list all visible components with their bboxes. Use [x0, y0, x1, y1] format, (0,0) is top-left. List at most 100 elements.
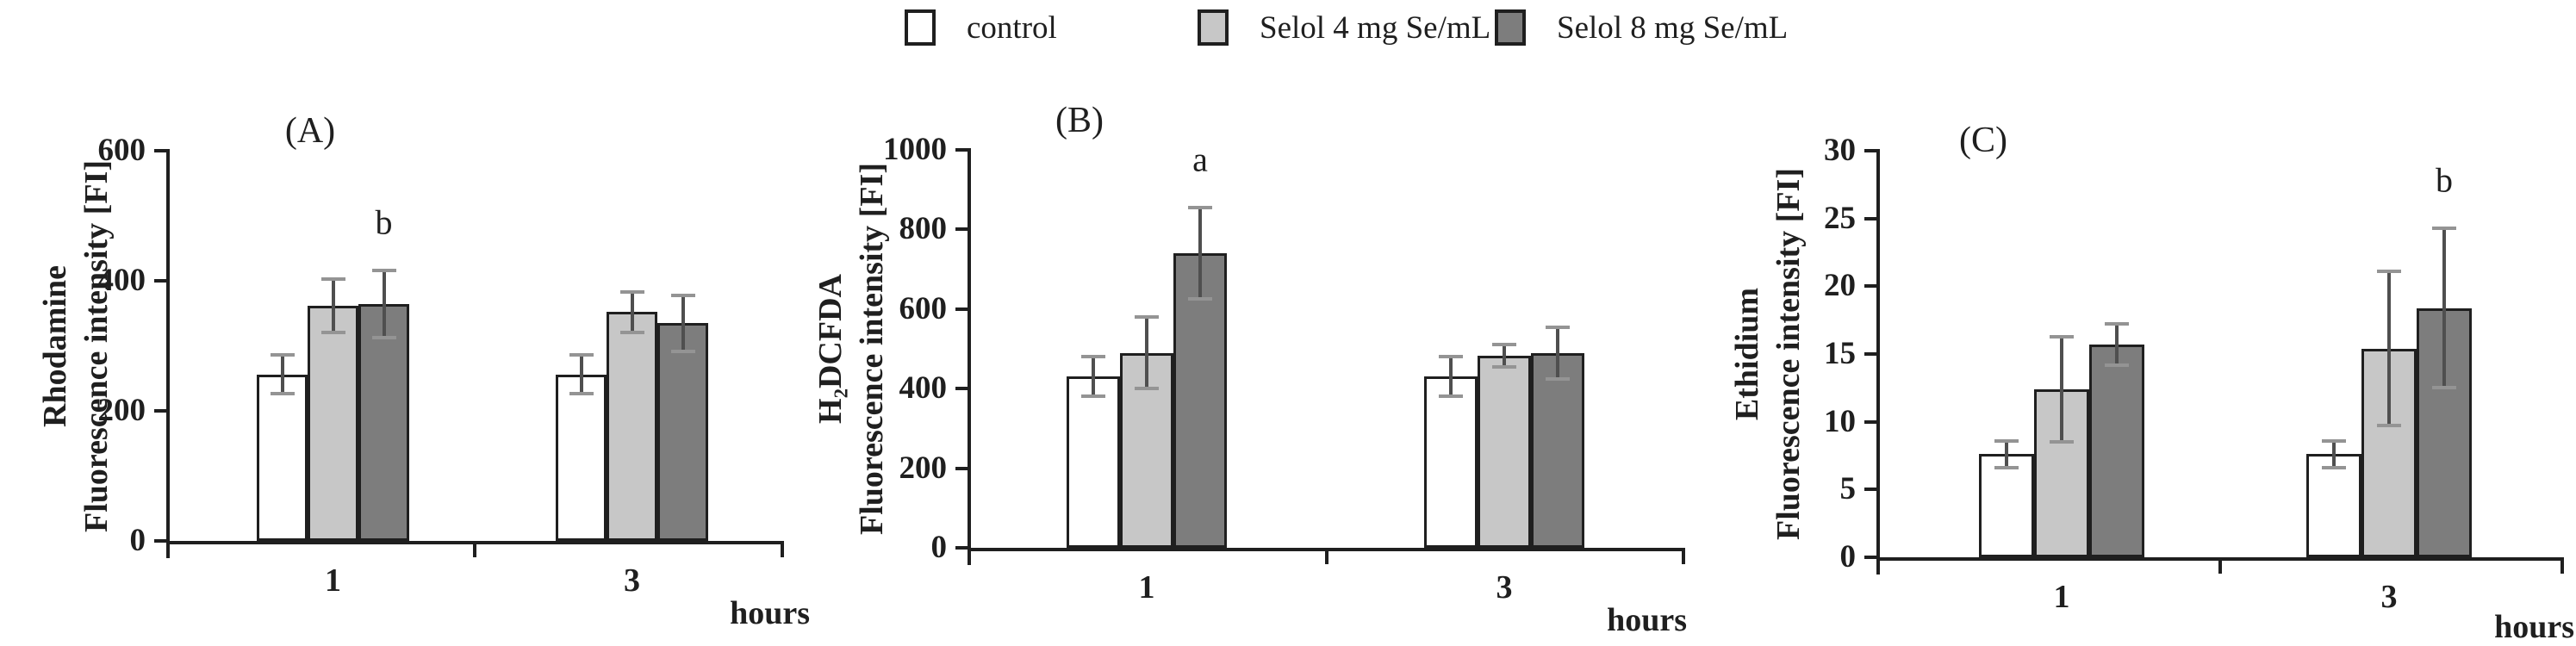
x-axis-end-tick: [781, 544, 784, 557]
error-cap-top-control-hour3: [569, 353, 594, 357]
y-tick-label-0: 0: [1839, 539, 1857, 575]
error-cap-top-selol-4-hour3: [2377, 270, 2401, 274]
bar-control-hour1: [1067, 376, 1120, 548]
y-tick-mark-600: [955, 307, 971, 311]
error-cap-bottom-selol-8-hour1: [371, 336, 396, 340]
error-bar-selol-4-hour1: [1145, 317, 1148, 389]
bar-control-hour3: [556, 374, 607, 541]
legend-label-selol-8: Selol 8 mg Se/mL: [1557, 10, 1789, 46]
y-axis-line: [1876, 151, 1880, 575]
y-tick-mark-20: [1864, 284, 1880, 289]
x-axis-line: [1876, 557, 2564, 561]
y-tick-mark-0: [955, 546, 971, 550]
error-cap-top-selol-8-hour1: [371, 268, 396, 272]
y-tick-mark-200: [955, 466, 971, 470]
legend-swatch-selol-4: [1198, 9, 1229, 46]
error-bar-selol-8-hour3: [2442, 227, 2446, 388]
error-cap-top-selol-4-hour1: [2050, 334, 2074, 339]
error-cap-bottom-selol-8-hour3: [670, 349, 695, 353]
error-cap-bottom-selol-4-hour3: [619, 330, 644, 334]
error-cap-top-control-hour1: [1081, 355, 1105, 359]
error-bar-control-hour3: [2332, 440, 2336, 469]
error-cap-bottom-selol-8-hour1: [1188, 297, 1212, 301]
legend-label-selol-4: Selol 4 mg Se/mL: [1260, 10, 1491, 46]
x-axis-mid-tick: [473, 544, 476, 557]
legend-swatch-selol-8: [1495, 9, 1526, 46]
error-cap-top-selol-4-hour3: [1492, 342, 1516, 346]
y-tick-label-600: 600: [899, 290, 948, 326]
x-axis-end-tick: [1682, 551, 1685, 564]
error-bar-selol-8-hour3: [681, 295, 685, 351]
y-axis-line: [166, 151, 170, 558]
x-tick-label-hour-3: 3: [2380, 579, 2398, 615]
error-bar-control-hour3: [1449, 357, 1453, 397]
y-tick-label-30: 30: [1824, 133, 1856, 168]
legend-label-control: control: [967, 10, 1057, 46]
error-cap-bottom-control-hour1: [270, 392, 295, 396]
bar-selol-8-hour1: [1173, 253, 1227, 548]
bar-control-hour3: [2306, 454, 2361, 557]
y-tick-mark-200: [154, 409, 170, 413]
bar-selol-4-hour3: [1478, 355, 1531, 548]
error-cap-bottom-control-hour1: [1994, 466, 2019, 470]
error-cap-bottom-selol-4-hour1: [2050, 440, 2074, 444]
y-tick-mark-600: [154, 149, 170, 152]
error-cap-bottom-selol-4-hour3: [1492, 364, 1516, 369]
error-cap-bottom-selol-4-hour1: [1135, 387, 1159, 391]
error-cap-top-selol-4-hour3: [619, 289, 644, 294]
error-cap-bottom-selol-8-hour1: [2105, 363, 2129, 367]
y-axis-line: [968, 150, 971, 565]
y-tick-mark-10: [1864, 419, 1880, 424]
error-cap-top-selol-8-hour3: [1546, 326, 1570, 330]
y-tick-mark-400: [154, 279, 170, 283]
error-bar-control-hour3: [579, 355, 583, 394]
x-axis-unit-label: hours: [730, 595, 810, 631]
y-tick-label-200: 200: [899, 450, 948, 486]
y-tick-label-5: 5: [1839, 471, 1857, 507]
y-tick-mark-0: [1864, 556, 1880, 559]
error-bar-selol-4-hour3: [2387, 271, 2391, 426]
y-tick-mark-15: [1864, 352, 1880, 356]
error-bar-control-hour1: [1092, 357, 1095, 397]
error-bar-selol-4-hour3: [1503, 344, 1506, 367]
error-cap-bottom-control-hour3: [569, 392, 594, 396]
error-cap-top-selol-8-hour1: [2105, 322, 2129, 326]
x-axis-line: [166, 541, 784, 544]
error-cap-top-control-hour3: [1439, 355, 1463, 359]
bar-selol-8-hour3: [1531, 353, 1584, 548]
y-tick-mark-1000: [955, 148, 971, 152]
y-tick-label-600: 600: [97, 133, 146, 168]
error-cap-top-control-hour3: [2322, 438, 2346, 443]
error-bar-selol-4-hour3: [630, 291, 634, 332]
bar-control-hour1: [257, 374, 308, 541]
y-tick-label-20: 20: [1824, 268, 1856, 304]
y-tick-label-15: 15: [1824, 336, 1856, 371]
y-axis-title-line2: Fluorescence intensity [FI]: [78, 159, 115, 532]
y-tick-mark-400: [955, 387, 971, 391]
panel-letter: (C): [1959, 121, 2007, 160]
y-tick-mark-800: [955, 227, 971, 232]
error-bar-selol-4-hour1: [331, 279, 335, 333]
y-tick-label-800: 800: [899, 211, 948, 247]
x-tick-label-hour-1: 1: [2053, 579, 2070, 615]
y-tick-label-400: 400: [899, 370, 948, 407]
y-tick-mark-0: [154, 539, 170, 543]
x-tick-label-hour-1: 1: [325, 562, 341, 599]
x-axis-mid-tick: [2218, 561, 2222, 574]
significance-letter-a: a: [1192, 140, 1208, 179]
y-tick-mark-25: [1864, 216, 1880, 221]
x-tick-label-hour-3: 3: [1496, 569, 1513, 606]
y-tick-label-1000: 1000: [883, 132, 947, 167]
error-bar-selol-4-hour1: [2060, 336, 2063, 443]
x-axis-line: [968, 548, 1685, 551]
bar-control-hour1: [1979, 454, 2034, 557]
error-cap-top-selol-8-hour3: [670, 293, 695, 297]
error-cap-bottom-control-hour1: [1081, 394, 1105, 399]
legend-swatch-control: [905, 9, 936, 46]
x-axis-mid-tick: [1325, 551, 1328, 564]
y-tick-label-10: 10: [1824, 403, 1856, 439]
bar-selol-8-hour3: [657, 323, 708, 541]
y-tick-label-0: 0: [129, 523, 146, 558]
y-tick-mark-30: [1864, 149, 1880, 152]
